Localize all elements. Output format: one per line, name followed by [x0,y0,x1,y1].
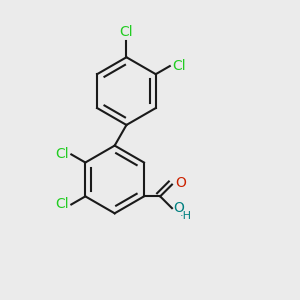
Text: O: O [173,201,184,215]
Text: ·H: ·H [180,211,192,221]
Text: Cl: Cl [55,197,69,212]
Text: Cl: Cl [55,147,69,161]
Text: Cl: Cl [120,25,133,39]
Text: Cl: Cl [172,59,186,73]
Text: O: O [175,176,186,190]
